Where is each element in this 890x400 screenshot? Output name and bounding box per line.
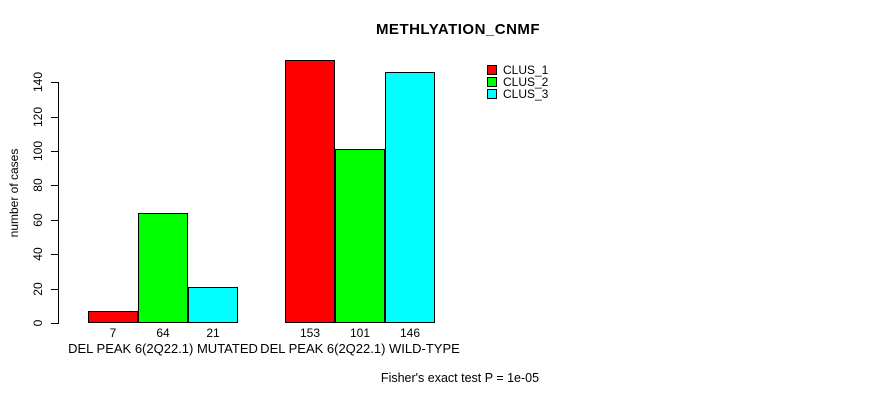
y-tick-label: 120 (31, 106, 45, 128)
bar-value-label-clus_2-group2: 101 (349, 326, 371, 340)
y-tick (51, 151, 58, 152)
y-tick (51, 220, 58, 221)
chart-title: METHLYATION_CNMF (375, 21, 541, 38)
bar-clus_1-group1 (88, 311, 138, 323)
x-category-label-group2: DEL PEAK 6(2Q22.1) WILD-TYPE (260, 341, 460, 356)
bar-value-label-clus_1-group1: 7 (109, 326, 117, 340)
y-tick (51, 289, 58, 290)
y-tick (51, 82, 58, 83)
y-tick (51, 254, 58, 255)
y-tick (51, 117, 58, 118)
y-tick-label: 20 (31, 282, 45, 296)
y-tick (51, 323, 58, 324)
y-tick-label: 80 (31, 178, 45, 192)
legend-label-clus_1: CLUS_1 (503, 63, 549, 77)
legend-label-clus_2: CLUS_2 (503, 75, 549, 89)
bar-clus_3-group2 (385, 72, 435, 323)
y-tick (51, 185, 58, 186)
bar-clus_2-group2 (335, 149, 385, 323)
legend-swatch-clus_3 (487, 89, 497, 99)
legend-swatch-clus_1 (487, 65, 497, 75)
bar-value-label-clus_3-group2: 146 (399, 326, 421, 340)
footer-annotation: Fisher's exact test P = 1e-05 (380, 371, 540, 385)
legend-swatch-clus_2 (487, 77, 497, 87)
legend-label-clus_3: CLUS_3 (503, 87, 549, 101)
bar-value-label-clus_1-group2: 153 (299, 326, 321, 340)
bar-clus_2-group1 (138, 213, 188, 323)
y-axis-label: number of cases (7, 148, 21, 238)
y-tick-label: 60 (31, 213, 45, 227)
y-tick-label: 100 (31, 140, 45, 162)
y-axis-line (58, 82, 59, 324)
x-category-label-group1: DEL PEAK 6(2Q22.1) MUTATED (68, 341, 258, 356)
bar-clus_1-group2 (285, 60, 335, 323)
y-tick-label: 40 (31, 247, 45, 261)
y-tick-label: 140 (31, 71, 45, 93)
y-tick-label: 0 (31, 319, 45, 327)
bar-value-label-clus_3-group1: 21 (206, 326, 220, 340)
bar-clus_3-group1 (188, 287, 238, 323)
bar-value-label-clus_2-group1: 64 (156, 326, 170, 340)
